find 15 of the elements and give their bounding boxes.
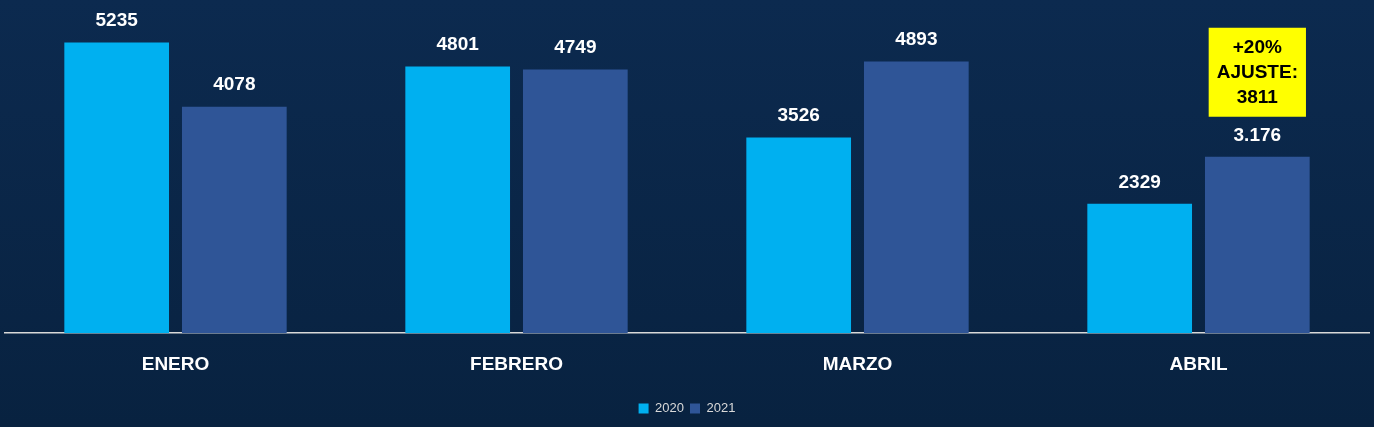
data-label: 4749 [554, 36, 597, 58]
legend-label: 2020 [655, 400, 684, 416]
x-tick-label: MARZO [822, 352, 893, 374]
x-tick-label: ABRIL [1169, 352, 1228, 374]
data-label: 3526 [777, 104, 820, 126]
data-label: 2329 [1118, 170, 1161, 192]
x-tick-label: ENERO [141, 352, 210, 374]
data-label: 3.176 [1233, 123, 1282, 145]
x-tick-label: FEBRERO [470, 352, 563, 374]
data-label: 4801 [436, 33, 480, 55]
data-label: 4078 [213, 73, 256, 95]
data-label: 4893 [895, 28, 938, 50]
legend-label: 2021 [706, 400, 736, 416]
data-label: 5235 [95, 9, 139, 31]
annotation: +20% AJUSTE: 3811 [1216, 35, 1298, 107]
